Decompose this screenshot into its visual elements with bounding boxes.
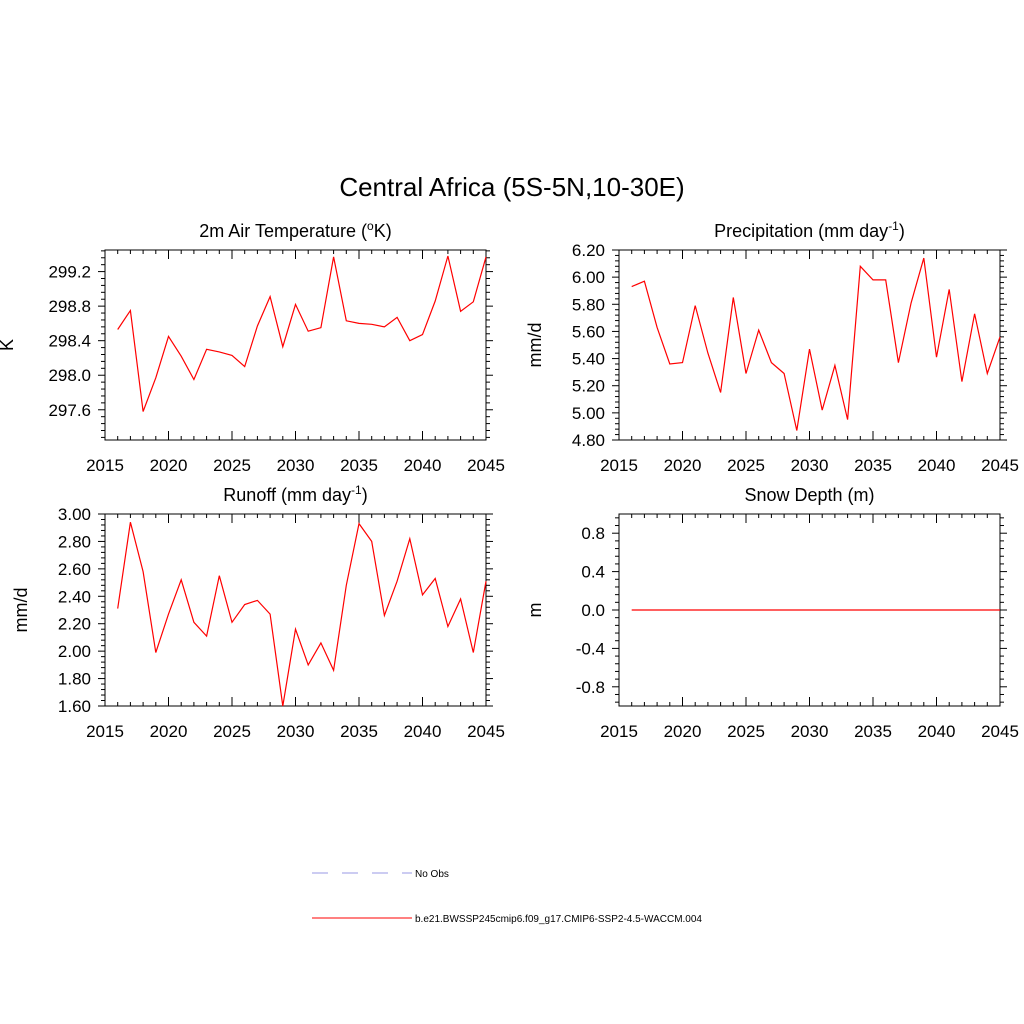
x-tick-label: 2045 <box>467 456 505 475</box>
y-tick-label: 2.60 <box>58 560 91 579</box>
x-tick-label: 2030 <box>791 722 829 741</box>
y-tick-label: 298.0 <box>48 366 91 385</box>
panel-4: Snow Depth (m) m 2015 2020 2025 2030 2035 2040 2… <box>525 485 1019 741</box>
panels: 2m Air Temperature (oK) K 2015 2020 2025 2030… <box>0 219 1019 741</box>
y-tick-label: -0.8 <box>576 678 605 697</box>
x-tick-label: 2025 <box>213 456 251 475</box>
x-tick-label: 2045 <box>981 456 1019 475</box>
legend-label-1: No Obs <box>415 869 449 880</box>
x-tick-label: 2020 <box>664 456 702 475</box>
x-tick-label: 2020 <box>664 722 702 741</box>
y-axis-label: mm/d <box>11 588 31 633</box>
panel-title: Precipitation (mm day-1) <box>714 219 905 241</box>
y-tick-label: 5.80 <box>572 295 605 314</box>
y-tick-label: 2.80 <box>58 532 91 551</box>
y-tick-label: 5.60 <box>572 322 605 341</box>
x-tick-label: 2015 <box>600 456 638 475</box>
x-tick-label: 2040 <box>918 456 956 475</box>
y-tick-label: 1.60 <box>58 697 91 716</box>
y-tick-label: 2.00 <box>58 642 91 661</box>
x-tick-label: 2035 <box>854 722 892 741</box>
series-line <box>631 257 1001 431</box>
x-tick-label: 2045 <box>467 722 505 741</box>
x-tick-label: 2030 <box>277 722 315 741</box>
x-tick-label: 2015 <box>86 456 124 475</box>
y-tick-label: 5.00 <box>572 404 605 423</box>
y-tick-label: 2.20 <box>58 615 91 634</box>
panel-title: 2m Air Temperature (oK) <box>199 219 391 241</box>
panel-1: 2m Air Temperature (oK) K 2015 2020 2025 2030… <box>0 219 505 475</box>
panel-title: Snow Depth (m) <box>744 485 874 505</box>
series-line <box>117 255 487 412</box>
y-tick-label: 6.00 <box>572 268 605 287</box>
y-axis-label: m <box>525 603 545 618</box>
x-tick-label: 2030 <box>791 456 829 475</box>
legend-label-2: b.e21.BWSSP245cmip6.f09_g17.CMIP6-SSP2-4… <box>415 914 702 925</box>
x-tick-label: 2045 <box>981 722 1019 741</box>
x-tick-label: 2030 <box>277 456 315 475</box>
y-axis-label: K <box>0 339 17 351</box>
legend: No Obs b.e21.BWSSP245cmip6.f09_g17.CMIP6-… <box>312 869 702 925</box>
y-tick-label: 0.4 <box>581 563 605 582</box>
x-tick-label: 2040 <box>404 456 442 475</box>
series-line <box>117 522 487 707</box>
y-tick-label: 298.8 <box>48 297 91 316</box>
panel-title: Runoff (mm day-1) <box>223 483 367 505</box>
panel-2: Precipitation (mm day-1) mm/d 2015 2020 2025… <box>525 219 1019 475</box>
x-tick-label: 2035 <box>854 456 892 475</box>
y-tick-label: 2.40 <box>58 587 91 606</box>
x-tick-label: 2035 <box>340 722 378 741</box>
y-tick-label: 0.8 <box>581 524 605 543</box>
x-tick-label: 2040 <box>404 722 442 741</box>
figure-title: Central Africa (5S-5N,10-30E) <box>339 172 684 202</box>
x-tick-label: 2020 <box>150 456 188 475</box>
y-tick-label: 299.2 <box>48 263 91 282</box>
y-tick-label: 1.80 <box>58 670 91 689</box>
y-tick-label: 5.40 <box>572 350 605 369</box>
y-tick-label: 5.20 <box>572 377 605 396</box>
y-axis-label: mm/d <box>525 323 545 368</box>
y-tick-label: 4.80 <box>572 431 605 450</box>
y-tick-label: -0.4 <box>576 639 605 658</box>
x-tick-label: 2040 <box>918 722 956 741</box>
x-tick-label: 2020 <box>150 722 188 741</box>
y-tick-label: 298.4 <box>48 332 91 351</box>
panel-3: Runoff (mm day-1) mm/d 2015 2020 2025 2030 203… <box>11 483 505 741</box>
x-tick-label: 2015 <box>86 722 124 741</box>
y-tick-label: 6.20 <box>572 241 605 260</box>
y-tick-label: 3.00 <box>58 505 91 524</box>
x-tick-label: 2025 <box>727 456 765 475</box>
x-tick-label: 2015 <box>600 722 638 741</box>
y-tick-label: 297.6 <box>48 401 91 420</box>
y-tick-label: 0.0 <box>581 601 605 620</box>
x-tick-label: 2025 <box>727 722 765 741</box>
x-tick-label: 2025 <box>213 722 251 741</box>
x-tick-label: 2035 <box>340 456 378 475</box>
